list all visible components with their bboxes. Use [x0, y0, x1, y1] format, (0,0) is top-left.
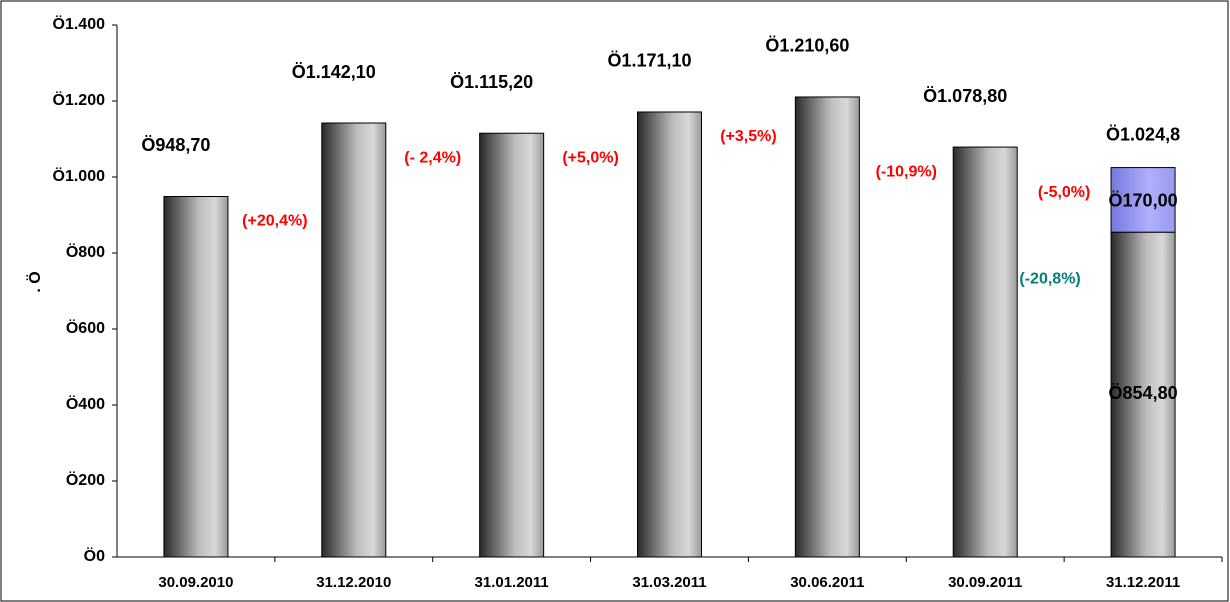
x-tick-label: 31.03.2011 [632, 574, 706, 591]
bar-segment [479, 132, 545, 558]
value-label: Ö854,80 [1109, 383, 1178, 403]
change-label: (-10,9%) [876, 163, 937, 180]
value-label: Ö1.210,60 [765, 36, 849, 56]
bar-segment [321, 122, 387, 558]
bar-segment [794, 96, 860, 558]
x-tick-label: 31.12.2010 [316, 574, 391, 591]
y-tick-label: Ö1.000 [53, 166, 106, 185]
x-tick-label: 31.01.2011 [475, 574, 549, 591]
y-tick-label: Ö400 [66, 394, 105, 413]
y-tick-label: Ö800 [66, 242, 105, 261]
bar-segment [1110, 231, 1176, 558]
value-label: Ö948,70 [141, 135, 210, 155]
value-label: Ö170,00 [1109, 190, 1178, 210]
value-label: Ö1.171,10 [607, 51, 691, 71]
x-tick-label: 30.09.2011 [948, 574, 1022, 591]
bar-segment [952, 146, 1018, 558]
value-label: Ö1.078,80 [923, 86, 1007, 106]
change-label: (+20,4%) [242, 213, 307, 230]
x-tick-label: 31.12.2011 [1106, 574, 1180, 591]
change-label: (+3,5%) [720, 128, 776, 145]
value-label: Ö1.142,10 [292, 62, 376, 82]
change-label: (+5,0%) [562, 149, 618, 166]
bar-segment [1110, 167, 1176, 233]
bar-segment [163, 195, 229, 558]
y-tick-label: Ö1.200 [53, 90, 106, 109]
value-label: Ö1.115,20 [450, 72, 533, 92]
total-label: Ö1.024,8 [1106, 124, 1180, 144]
x-tick-label: 30.09.2010 [158, 574, 233, 591]
change-label: (-20,8%) [1019, 270, 1080, 287]
y-tick-label: Ö1.400 [53, 14, 106, 33]
y-tick-label: Ö600 [66, 318, 105, 337]
bar-segment [637, 111, 702, 558]
y-tick-label: Ö0 [84, 546, 105, 565]
y-axis-title: . Ö [25, 271, 44, 292]
y-tick-label: Ö200 [66, 470, 105, 489]
change-label: (-5,0%) [1038, 184, 1090, 201]
x-tick-label: 30.06.2011 [790, 574, 864, 591]
change-label: (- 2,4%) [404, 149, 461, 166]
